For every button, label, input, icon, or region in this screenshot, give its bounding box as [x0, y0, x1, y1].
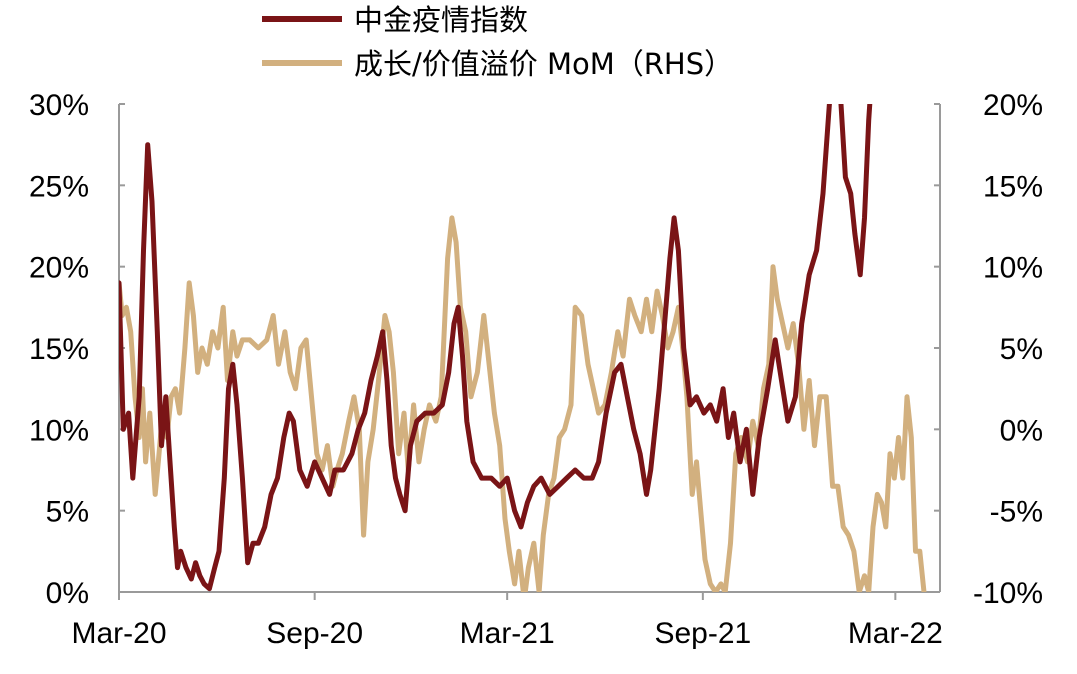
x-tick-label: Mar-20: [71, 617, 166, 650]
left-y-ticks: 0% 5% 10% 15% 20% 25% 30%: [29, 89, 125, 610]
right-y-tick-label: -10%: [973, 577, 1043, 610]
legend-label-series-1: 成长/价值溢价 MoM（RHS）: [354, 47, 733, 81]
right-y-tick-label: 15%: [983, 170, 1043, 203]
legend: 中金疫情指数 成长/价值溢价 MoM（RHS）: [262, 3, 733, 81]
x-tick-label: Sep-20: [266, 617, 363, 650]
left-y-tick-label: 20%: [29, 252, 89, 285]
left-y-tick-label: 5%: [46, 496, 89, 529]
x-tick-label: Mar-22: [848, 617, 943, 650]
left-y-tick-label: 30%: [29, 89, 89, 122]
left-y-tick-label: 0%: [46, 577, 89, 610]
legend-label-series-0: 中金疫情指数: [354, 3, 528, 37]
x-axis-ticks: Mar-20 Sep-20 Mar-21 Sep-21 Mar-22: [71, 592, 943, 650]
left-y-tick-label: 15%: [29, 333, 89, 366]
right-y-tick-label: 10%: [983, 252, 1043, 285]
series-layer: [119, 104, 927, 592]
left-y-tick-label: 25%: [29, 170, 89, 203]
x-tick-label: Mar-21: [460, 617, 555, 650]
right-y-tick-label: 0%: [1000, 414, 1043, 447]
right-y-ticks: -10% -5% 0% 5% 10% 15% 20%: [934, 89, 1043, 610]
right-y-tick-label: 5%: [1000, 333, 1043, 366]
x-tick-label: Sep-21: [654, 617, 751, 650]
series-line-0: [119, 104, 873, 592]
left-y-tick-label: 10%: [29, 414, 89, 447]
right-y-tick-label: -5%: [990, 496, 1043, 529]
series-line-1: [119, 215, 927, 592]
right-y-tick-label: 20%: [983, 89, 1043, 122]
